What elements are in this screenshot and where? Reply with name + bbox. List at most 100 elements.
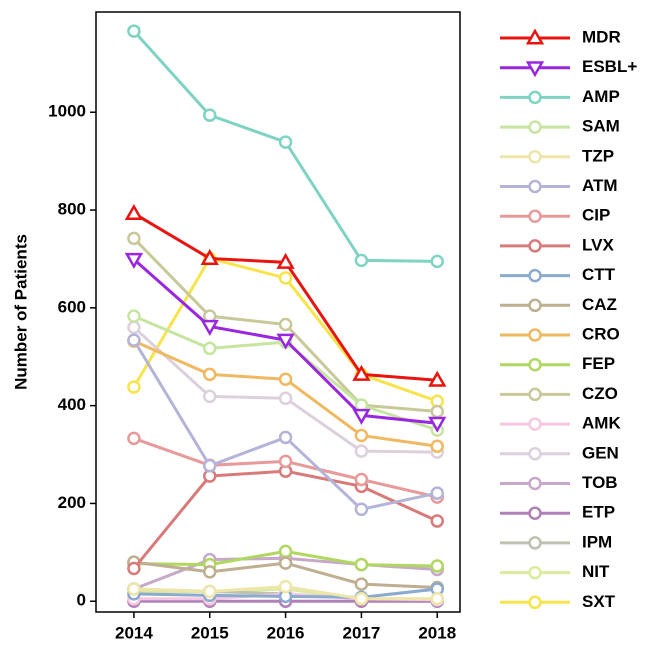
point <box>278 271 293 285</box>
point <box>428 416 447 433</box>
legend-label: NIT <box>582 562 610 581</box>
legend-marker <box>528 268 542 283</box>
x-tick-label: 2018 <box>418 623 456 642</box>
legend-label: SAM <box>582 117 620 136</box>
point <box>203 565 217 579</box>
point <box>124 252 144 269</box>
point <box>354 444 369 458</box>
legend-label: CIP <box>582 206 610 225</box>
legend-label: MDR <box>582 27 621 46</box>
point <box>430 592 444 606</box>
point <box>430 404 444 419</box>
point <box>127 231 141 246</box>
series-line <box>133 212 438 382</box>
legend-label: CRO <box>582 324 620 343</box>
point <box>203 389 217 404</box>
point <box>127 333 141 347</box>
point <box>276 333 295 350</box>
legend-marker <box>528 387 542 402</box>
point <box>354 557 369 572</box>
legend-label: ETP <box>582 503 615 522</box>
point <box>430 486 444 500</box>
y-tick-label: 400 <box>58 395 86 414</box>
x-tick-label: 2017 <box>343 623 381 642</box>
y-tick-label: 600 <box>58 297 86 316</box>
legend-marker <box>528 476 542 491</box>
point <box>278 317 293 332</box>
point <box>203 367 217 382</box>
point <box>127 380 141 394</box>
point <box>203 584 217 599</box>
point <box>127 561 141 576</box>
point <box>278 454 293 469</box>
y-tick-label: 200 <box>58 493 86 512</box>
x-tick-label: 2015 <box>191 623 229 642</box>
point <box>430 514 444 528</box>
legend-label: IPM <box>582 532 612 551</box>
point <box>352 408 371 425</box>
point <box>127 309 141 323</box>
y-tick-label: 1000 <box>48 102 86 121</box>
point <box>430 254 444 269</box>
legend-marker <box>528 209 542 223</box>
legend-label: AMP <box>582 87 620 106</box>
point <box>200 319 219 336</box>
point <box>428 370 447 387</box>
point <box>278 135 293 149</box>
y-axis-label: Number of Patients <box>11 234 30 390</box>
point <box>203 459 217 473</box>
point <box>203 341 217 356</box>
y-tick-label: 0 <box>77 591 86 610</box>
legend-label: ESBL+ <box>582 57 637 76</box>
point <box>127 431 141 446</box>
legend-marker <box>528 90 542 105</box>
legend-marker <box>528 565 542 580</box>
point <box>278 556 293 570</box>
legend-marker <box>528 150 542 164</box>
point <box>276 252 295 269</box>
legend-marker <box>528 447 542 461</box>
point <box>200 248 219 265</box>
legend-marker <box>528 179 542 194</box>
point <box>278 372 293 386</box>
point <box>203 108 217 122</box>
legend-label: CTT <box>582 265 616 284</box>
point <box>354 502 369 517</box>
legend-label: AMK <box>582 414 621 433</box>
point <box>354 592 369 606</box>
legend-label: ATM <box>582 176 618 195</box>
legend-marker <box>528 417 542 431</box>
point <box>352 364 371 381</box>
legend-label: FEP <box>582 354 615 373</box>
point <box>430 439 444 453</box>
y-tick-label: 800 <box>58 200 86 219</box>
legend-label: TZP <box>582 146 614 165</box>
legend-marker <box>528 120 542 134</box>
legend-marker <box>525 28 545 45</box>
legend-label: CAZ <box>582 295 617 314</box>
legend-marker <box>528 506 542 520</box>
x-tick-label: 2016 <box>267 623 305 642</box>
point <box>278 430 293 445</box>
legend-label: CZO <box>582 384 618 403</box>
point <box>430 559 444 573</box>
legend-marker <box>528 595 542 610</box>
legend-marker <box>525 61 545 78</box>
point <box>354 577 369 591</box>
x-tick-label: 2014 <box>115 623 153 642</box>
legend-marker <box>528 298 542 313</box>
series-line <box>132 339 438 511</box>
point <box>278 579 293 594</box>
plot-frame <box>95 11 461 613</box>
legend-label: TOB <box>582 473 618 492</box>
point <box>354 428 369 443</box>
point <box>278 544 293 559</box>
point <box>354 253 369 268</box>
legend-marker <box>528 239 542 253</box>
legend-marker <box>528 536 542 550</box>
point <box>127 24 141 38</box>
point <box>124 203 144 220</box>
legend-label: SXT <box>582 592 616 611</box>
point <box>127 320 141 335</box>
